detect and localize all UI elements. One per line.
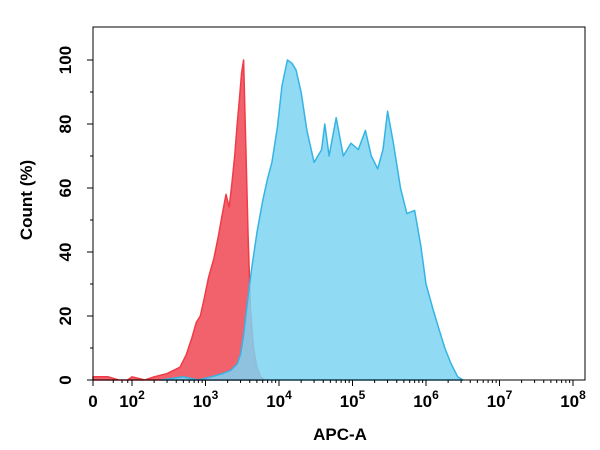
- x-tick-label: 0: [88, 392, 97, 411]
- y-tick-label: 0: [56, 375, 75, 384]
- y-tick-label: 80: [56, 115, 75, 134]
- y-tick-label: 40: [56, 243, 75, 262]
- x-tick-label: 107: [487, 388, 513, 411]
- x-tick-label: 103: [193, 388, 219, 411]
- series-1-area: [92, 59, 266, 381]
- x-tick-label: 104: [266, 388, 292, 411]
- plot-frame: [92, 26, 586, 381]
- x-axis-ticks: 0 102 103 104 105 106 107 108: [88, 380, 586, 411]
- x-tick-label: 105: [340, 388, 366, 411]
- y-axis-ticks: 0 20 40 60 80 100: [56, 46, 93, 385]
- x-tick-label: 106: [413, 388, 439, 411]
- x-axis-title: APC-A: [313, 425, 367, 444]
- y-tick-label: 100: [56, 46, 75, 74]
- y-tick-label: 60: [56, 179, 75, 198]
- series-2-area: [160, 59, 464, 381]
- plot-border: [92, 26, 586, 381]
- y-tick-label: 20: [56, 307, 75, 326]
- y-axis-title: Count (%): [17, 160, 36, 240]
- series-layer: [92, 59, 464, 381]
- x-tick-label: 108: [560, 388, 586, 411]
- x-tick-label: 102: [119, 388, 145, 411]
